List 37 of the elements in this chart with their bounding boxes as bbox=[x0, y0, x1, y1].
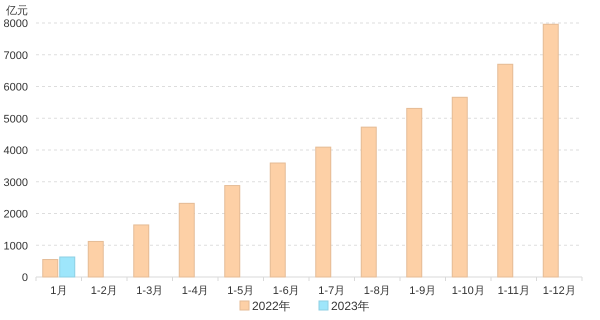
x-tick-label: 1-6月 bbox=[272, 285, 300, 297]
x-tick-label: 1-11月 bbox=[498, 285, 530, 297]
y-tick-label: 2000 bbox=[4, 208, 28, 220]
y-tick-label: 1000 bbox=[4, 240, 28, 252]
legend-label: 2022年 bbox=[252, 299, 291, 313]
x-tick-label: 1-9月 bbox=[409, 285, 436, 297]
y-tick-label: 7000 bbox=[4, 50, 28, 62]
bar bbox=[452, 96, 468, 278]
x-tick-label: 1-3月 bbox=[136, 285, 164, 297]
bar bbox=[315, 146, 332, 278]
x-tick-label: 1-2月 bbox=[90, 285, 118, 297]
y-tick-label: 5000 bbox=[4, 113, 28, 126]
x-tick-label: 1-12月 bbox=[542, 285, 576, 297]
bar bbox=[497, 64, 514, 278]
bar bbox=[59, 256, 76, 278]
y-axis-title: 亿元 bbox=[5, 5, 28, 17]
bar bbox=[542, 24, 559, 278]
y-tick-label: 0 bbox=[22, 272, 28, 284]
bar bbox=[133, 224, 150, 278]
legend-label: 2023年 bbox=[331, 299, 370, 313]
bar bbox=[224, 185, 240, 278]
x-tick-label: 1-7月 bbox=[318, 285, 346, 297]
y-tick-label: 8000 bbox=[4, 18, 28, 30]
y-tick-label: 6000 bbox=[4, 82, 28, 94]
bar bbox=[360, 126, 377, 278]
y-tick-label: 3000 bbox=[4, 176, 28, 189]
x-tick-label: 1-4月 bbox=[182, 285, 209, 297]
y-tick-label: 4000 bbox=[4, 145, 28, 157]
x-tick-label: 1-8月 bbox=[364, 285, 391, 297]
bar bbox=[88, 240, 104, 278]
bar bbox=[178, 202, 195, 278]
bar bbox=[406, 108, 422, 278]
bar bbox=[42, 259, 58, 278]
bar bbox=[270, 162, 286, 278]
x-tick-label: 1-5月 bbox=[227, 285, 254, 297]
x-tick-label: 1-10月 bbox=[452, 285, 485, 297]
x-tick-label: 1月 bbox=[50, 285, 68, 297]
